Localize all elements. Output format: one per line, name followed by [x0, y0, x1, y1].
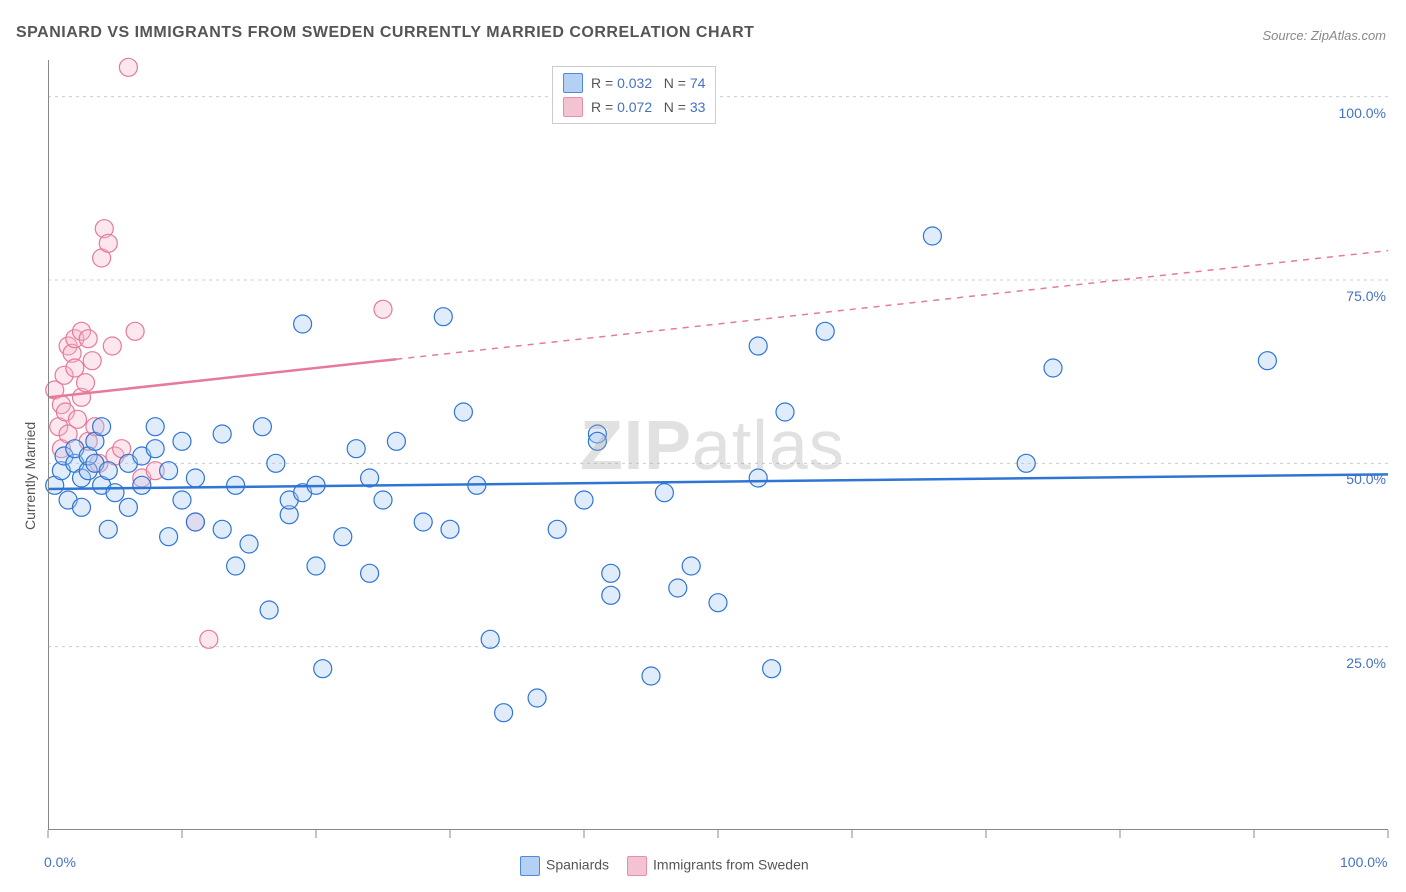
- x-tick-label: 100.0%: [1340, 854, 1387, 870]
- y-tick-label: 50.0%: [1346, 471, 1386, 487]
- legend-swatch: [627, 856, 647, 876]
- legend-label: Immigrants from Sweden: [653, 857, 809, 873]
- series-legend: Spaniards Immigrants from Sweden: [520, 856, 809, 876]
- legend-item: Immigrants from Sweden: [627, 856, 809, 876]
- legend-label: Spaniards: [546, 857, 609, 873]
- x-tick-label: 0.0%: [44, 854, 76, 870]
- legend-item: Spaniards: [520, 856, 609, 876]
- y-tick-label: 25.0%: [1346, 655, 1386, 671]
- plot-area: [48, 60, 1388, 830]
- legend-swatch: [520, 856, 540, 876]
- y-tick-label: 75.0%: [1346, 288, 1386, 304]
- chart-container: SPANIARD VS IMMIGRANTS FROM SWEDEN CURRE…: [0, 0, 1406, 892]
- y-tick-label: 100.0%: [1339, 105, 1386, 121]
